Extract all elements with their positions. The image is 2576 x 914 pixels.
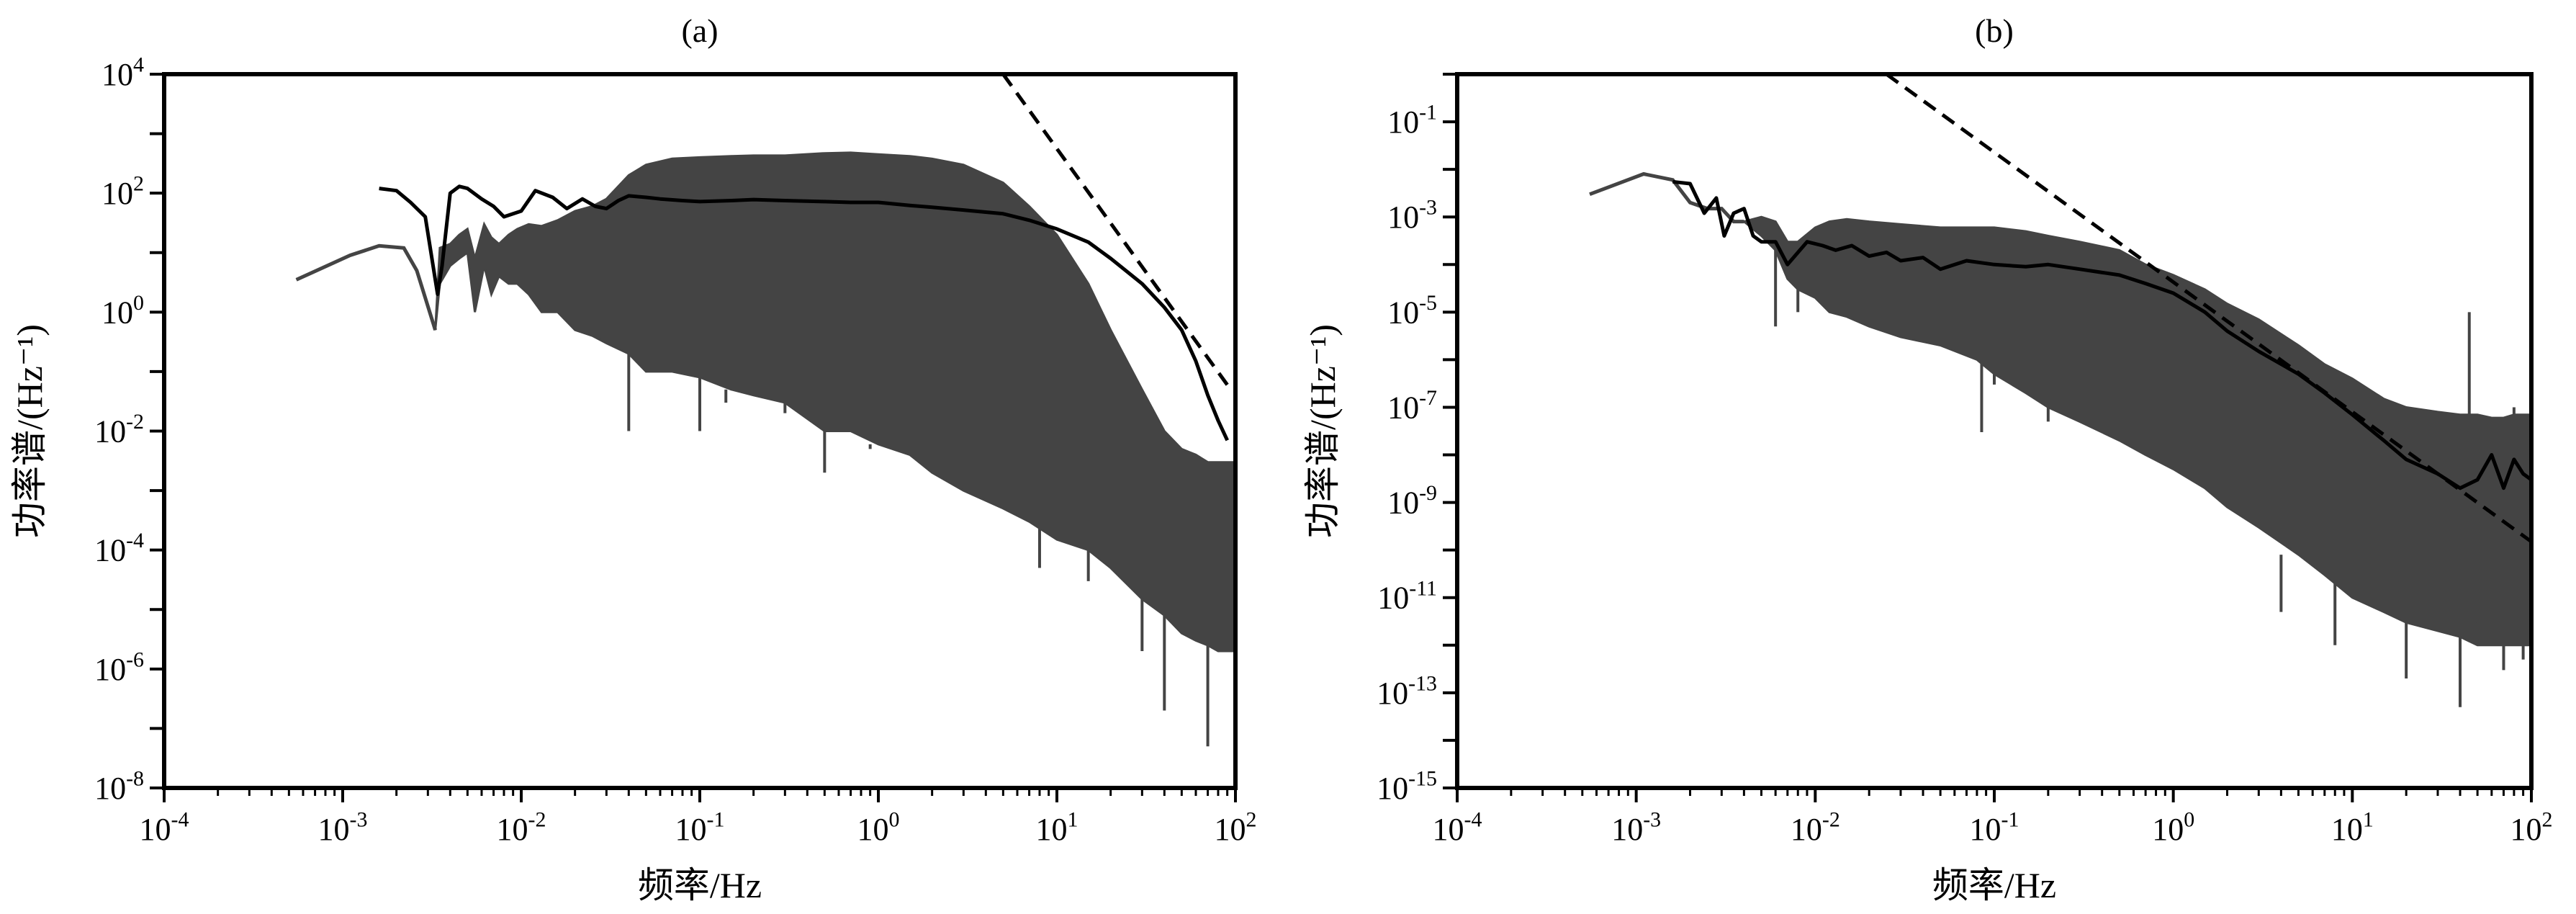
x-tick-label: 101 xyxy=(2331,808,2374,847)
raw-spectrum-line xyxy=(295,243,437,331)
y-tick-label: 10-2 xyxy=(94,410,144,449)
smoothed-spectrum-line xyxy=(379,184,1229,442)
chart-panel-a: 10-4 10-3 10-2 10-1 100 101 102 10-8 10-6 10-4 10-… xyxy=(9,12,1256,905)
raw-spectrum-band xyxy=(295,151,1235,653)
y-tick-label: 10-7 xyxy=(1387,386,1437,425)
x-tick-label: 10-3 xyxy=(1611,808,1661,847)
x-tick-label: 10-4 xyxy=(1433,808,1482,847)
reference-slope-line xyxy=(1885,74,2531,544)
y-tick-label: 10-11 xyxy=(1377,576,1437,615)
y-tick-label: 10-8 xyxy=(94,767,144,806)
x-tick-label: 10-3 xyxy=(318,808,368,847)
x-tick-label: 100 xyxy=(857,808,900,847)
y-tick-label: 10-13 xyxy=(1377,671,1437,710)
y-axis-label: 功率谱/(Hz⁻¹) xyxy=(9,324,50,538)
y-tick-label: 10-9 xyxy=(1387,481,1437,520)
y-tick-label: 104 xyxy=(102,53,144,92)
y-tick-label: 10-4 xyxy=(94,529,144,568)
plot-area xyxy=(1589,74,2531,707)
y-tick-label: 102 xyxy=(102,172,144,211)
y-axis-label: 功率谱/(Hz⁻¹) xyxy=(1302,324,1343,538)
y-tick-label: 10-6 xyxy=(94,648,144,686)
x-axis-label: 频率/Hz xyxy=(1932,865,2056,905)
x-tick-label: 101 xyxy=(1036,808,1078,847)
chart-title: (b) xyxy=(1975,12,2014,49)
y-tick-label: 10-1 xyxy=(1387,101,1437,140)
y-tick-label: 10-15 xyxy=(1377,767,1437,806)
x-tick-label: 10-1 xyxy=(675,808,725,847)
y-tick-label: 100 xyxy=(102,291,144,330)
x-tick-label: 10-2 xyxy=(1791,808,1840,847)
chart-title: (a) xyxy=(681,12,718,49)
y-tick-label: 10-3 xyxy=(1387,196,1437,235)
x-tick-label: 10-2 xyxy=(497,808,546,847)
x-tick-label: 102 xyxy=(1215,808,1257,847)
x-axis-label: 频率/Hz xyxy=(638,865,762,905)
chart-panel-b: 10-4 10-3 10-2 10-1 100 101 10210-1510-1310-11… xyxy=(1302,12,2552,905)
y-tick-label: 10-5 xyxy=(1387,291,1437,330)
x-tick-label: 10-4 xyxy=(140,808,189,847)
x-tick-label: 10-1 xyxy=(1970,808,2019,847)
raw-spectrum-band xyxy=(1589,172,2531,647)
x-tick-label: 102 xyxy=(2510,808,2553,847)
reference-slope-line xyxy=(1001,74,1229,386)
x-tick-label: 100 xyxy=(2152,808,2194,847)
plot-area xyxy=(295,74,1235,747)
